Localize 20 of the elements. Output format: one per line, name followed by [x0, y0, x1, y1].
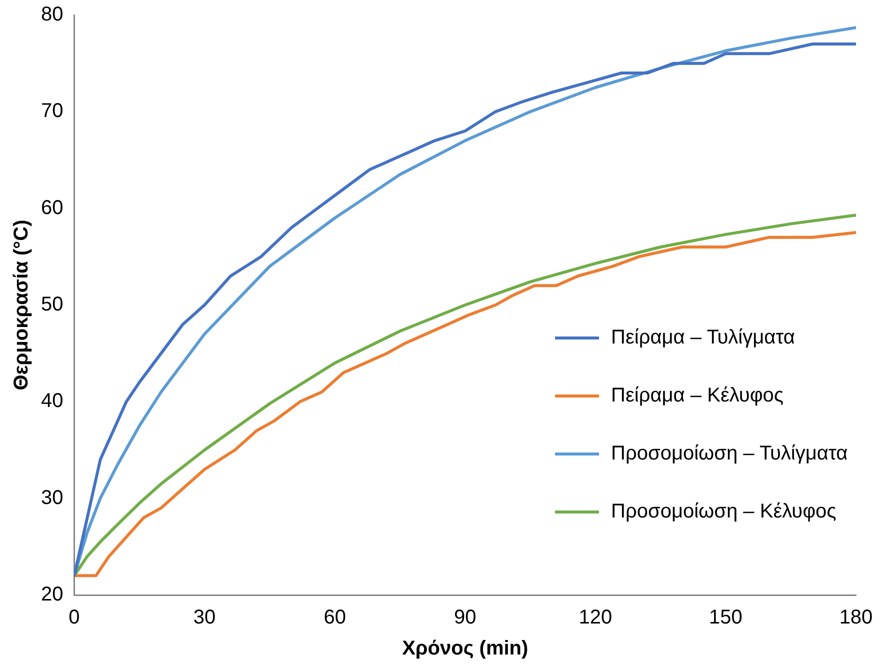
x-tick-label: 150	[709, 606, 742, 629]
legend-label: Προσομοίωση – Κέλυφος	[611, 500, 837, 523]
x-axis-title: Χρόνος (min)	[402, 638, 528, 660]
legend-label: Πείραμα – Κέλυφος	[611, 384, 784, 407]
x-tick-label: 90	[454, 606, 476, 629]
legend-label: Πείραμα – Τυλίγματα	[611, 326, 795, 349]
y-tick-label: 60	[40, 196, 64, 219]
y-tick-label: 20	[40, 584, 64, 606]
x-tick-label: 0	[68, 606, 80, 629]
y-axis-title: Θερμοκρασία (°C)	[10, 220, 33, 390]
y-tick-label: 40	[40, 390, 64, 412]
legend-label: Προσομοίωση – Τυλίγματα	[611, 442, 848, 465]
y-tick-label: 30	[40, 486, 64, 509]
x-tick-label: 60	[324, 606, 346, 629]
x-tick-label: 180	[839, 606, 873, 629]
y-tick-label: 80	[40, 4, 64, 26]
x-tick-label: 30	[193, 606, 216, 629]
y-tick-label: 70	[40, 100, 64, 122]
x-tick-label: 120	[578, 606, 612, 629]
y-tick-label: 50	[40, 294, 64, 316]
